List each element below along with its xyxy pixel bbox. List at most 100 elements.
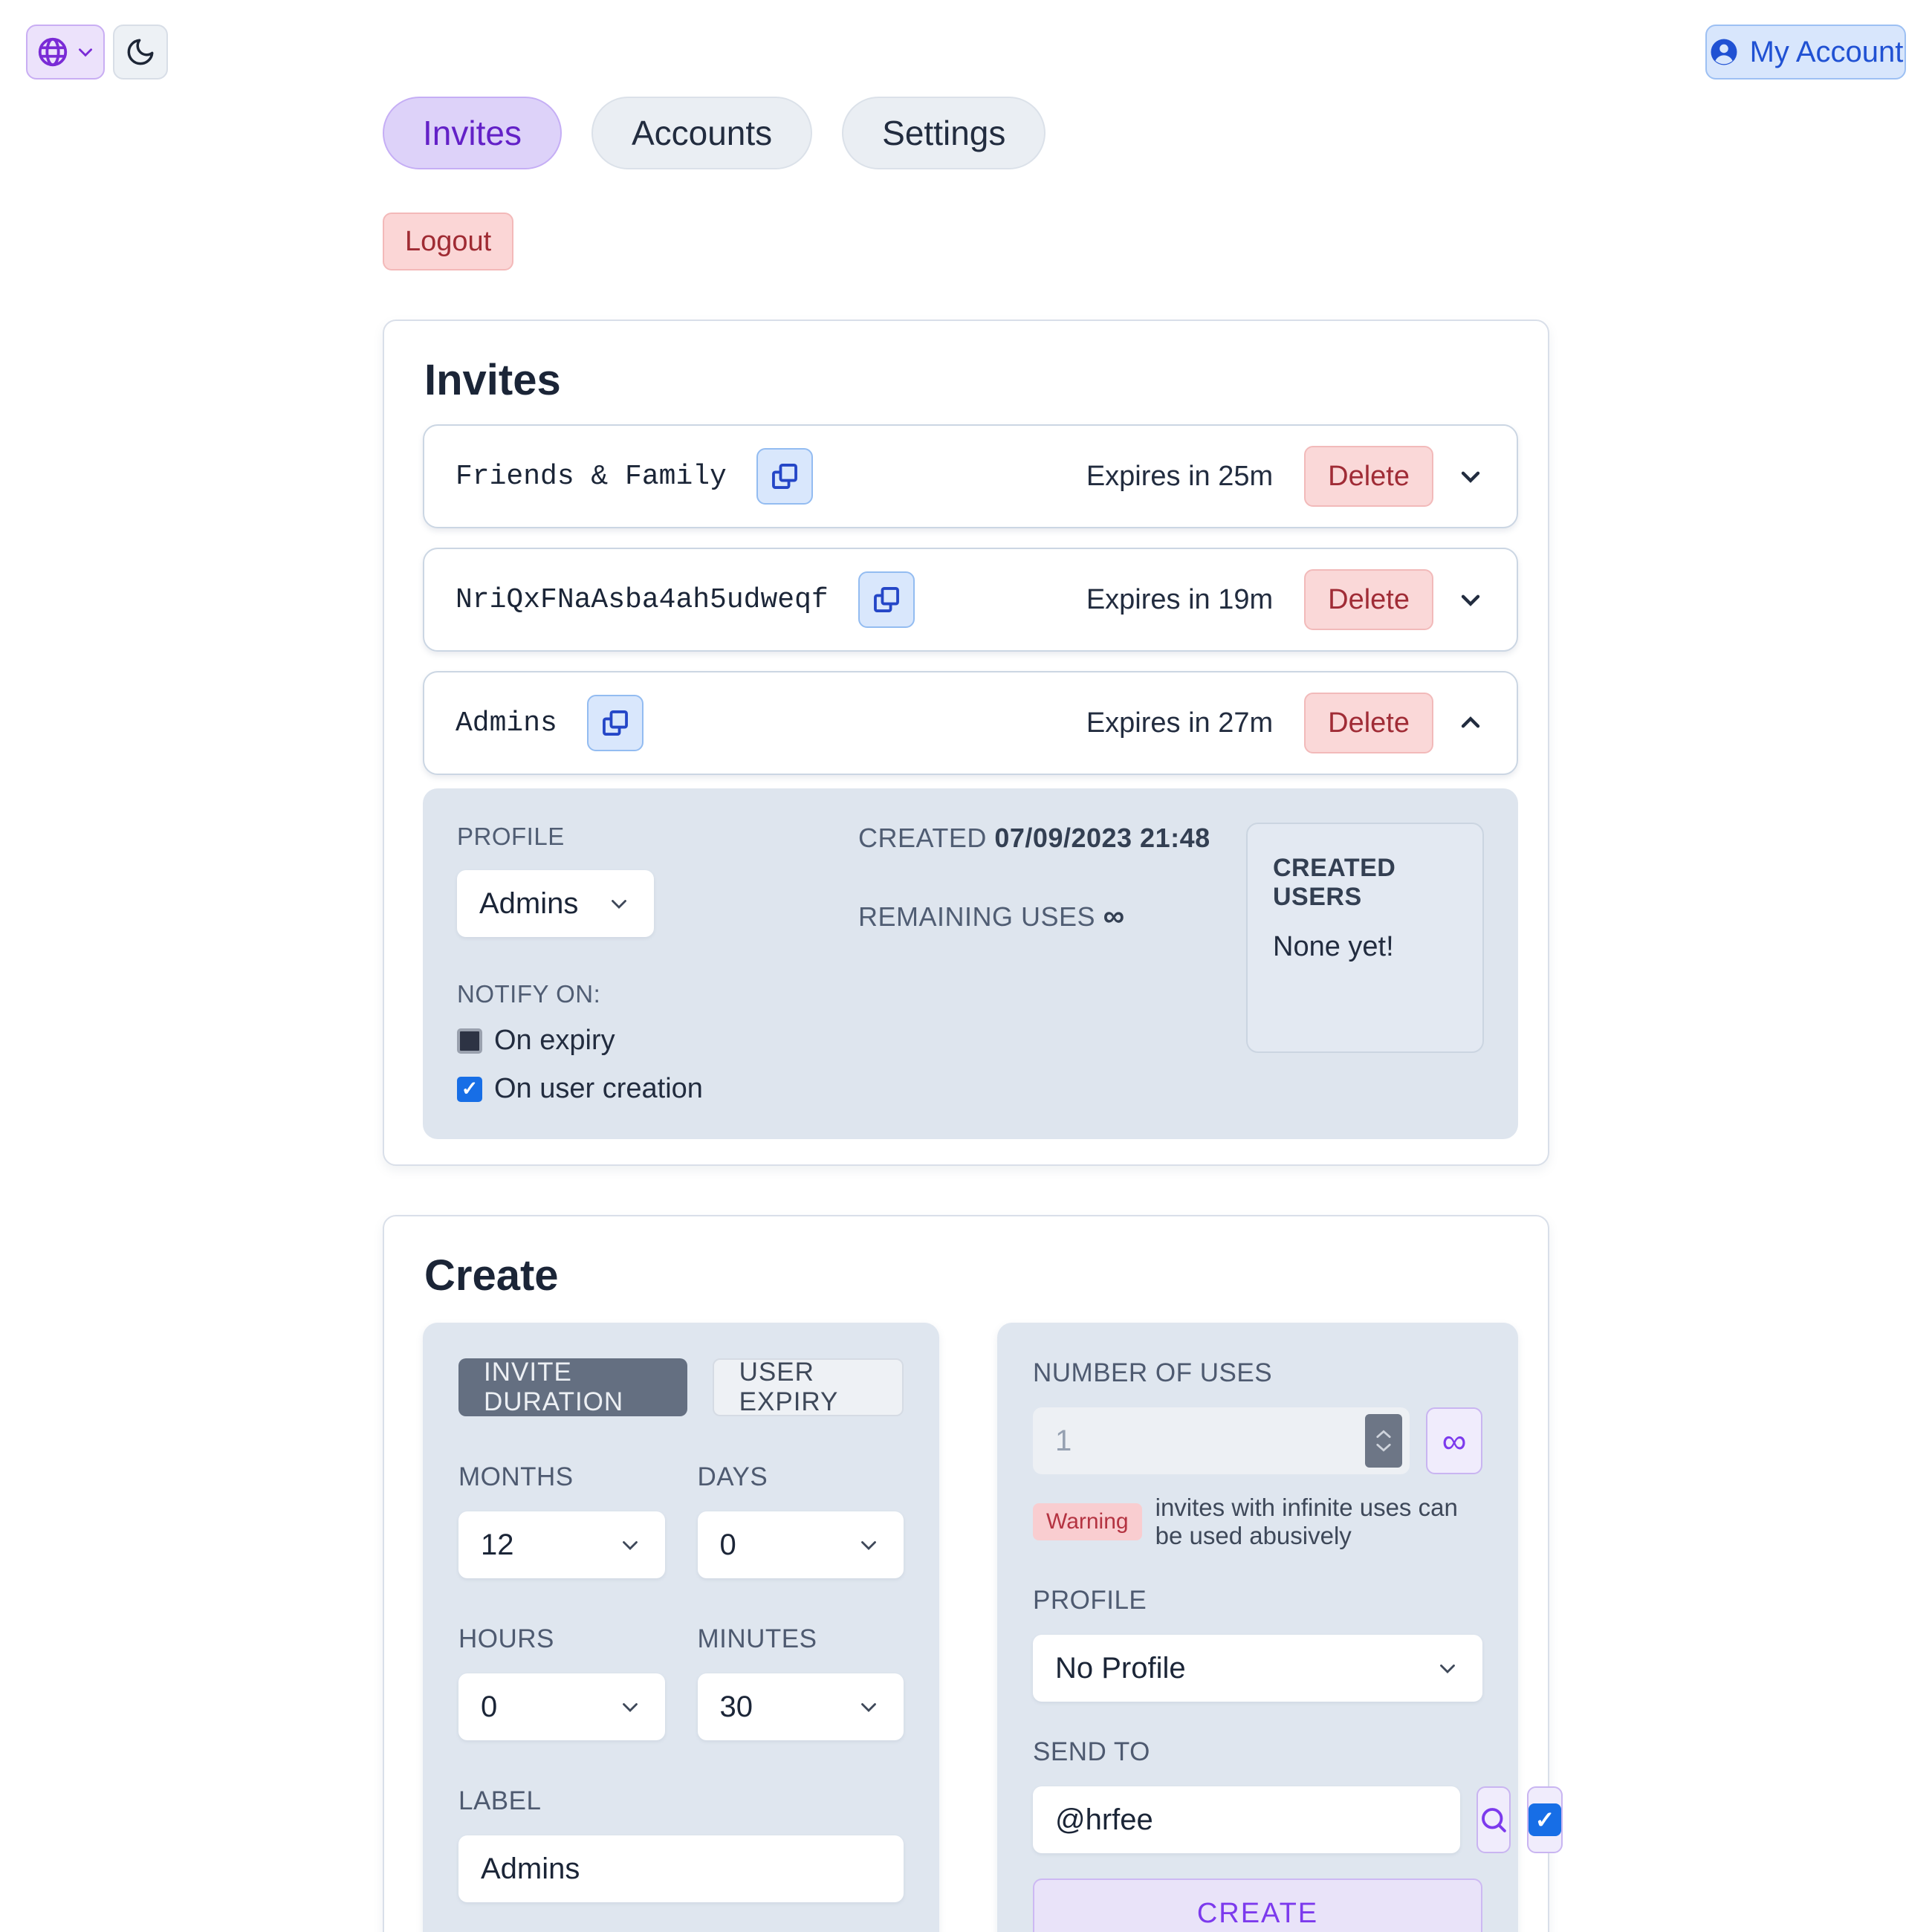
- search-user-button[interactable]: [1476, 1786, 1511, 1853]
- uses-input-wrap: [1033, 1407, 1410, 1474]
- created-users-box: CREATED USERS None yet!: [1246, 823, 1484, 1053]
- chevron-down-icon: [861, 1703, 876, 1712]
- uses-pane: NUMBER OF USES ∞: [997, 1323, 1563, 1932]
- invite-expiry: Expires in 25m: [1086, 460, 1274, 492]
- delete-invite-button[interactable]: Delete: [1304, 693, 1433, 753]
- detail-meta-column: CREATED 07/09/2023 21:48 REMAINING USES …: [858, 823, 1246, 1105]
- dark-mode-toggle[interactable]: [113, 25, 168, 80]
- chevron-down-icon: [612, 900, 626, 909]
- tab-invites[interactable]: Invites: [383, 97, 562, 169]
- on-expiry-checkbox[interactable]: [457, 1028, 482, 1054]
- invites-card: Invites Friends & Family Expires in 25m …: [383, 320, 1549, 1166]
- notify-option: ✓ On user creation: [457, 1073, 858, 1105]
- create-title: Create: [424, 1251, 559, 1300]
- invite-label: Friends & Family: [456, 460, 727, 493]
- uses-input[interactable]: [1033, 1407, 1410, 1474]
- created-line: CREATED 07/09/2023 21:48: [858, 823, 1210, 853]
- notify-on-label: NOTIFY ON:: [457, 980, 601, 1008]
- warning-line: Warning invites with infinite uses can b…: [1033, 1494, 1482, 1550]
- chevron-down-icon: [622, 1703, 638, 1712]
- invite-expiry: Expires in 27m: [1086, 707, 1274, 739]
- warning-text: invites with infinite uses can be used a…: [1155, 1494, 1458, 1549]
- days-select[interactable]: 0: [697, 1511, 904, 1578]
- profile-select[interactable]: Admins: [457, 870, 654, 937]
- search-icon: [1482, 1808, 1506, 1832]
- days-label: DAYS: [697, 1462, 768, 1491]
- minutes-label: MINUTES: [697, 1624, 817, 1653]
- send-to-label: SEND TO: [1033, 1737, 1150, 1766]
- invite-detail-panel: PROFILE Admins NOTIFY ON: On expiry ✓ On…: [423, 788, 1518, 1139]
- user-icon: [1708, 36, 1740, 68]
- my-account-button[interactable]: My Account: [1705, 25, 1906, 80]
- created-timestamp: 07/09/2023 21:48: [994, 823, 1210, 853]
- hours-minutes-row: HOURS 0 MINUTES 30: [458, 1578, 904, 1740]
- chevron-down-icon: [622, 1541, 638, 1550]
- invite-label: Admins: [456, 707, 557, 739]
- moon-icon: [125, 36, 156, 68]
- copy-icon: [771, 462, 799, 490]
- copy-invite-button[interactable]: [586, 695, 644, 751]
- hours-label: HOURS: [458, 1624, 554, 1653]
- copy-invite-button[interactable]: [756, 448, 813, 505]
- send-to-checkbox: ✓: [1529, 1803, 1561, 1836]
- chevron-down-icon: [1440, 1664, 1455, 1673]
- profile-label: PROFILE: [457, 823, 565, 850]
- infinity-icon: ∞: [1103, 900, 1125, 933]
- copy-icon: [601, 709, 629, 737]
- globe-icon: [36, 35, 70, 69]
- logout-button[interactable]: Logout: [383, 213, 514, 270]
- main-column: Invites Accounts Settings Logout Invites…: [383, 0, 1563, 1932]
- number-of-uses-label: NUMBER OF USES: [1033, 1358, 1273, 1387]
- chevron-down-icon: [76, 42, 95, 62]
- duration-pane: INVITE DURATION USER EXPIRY MONTHS 12: [423, 1323, 939, 1932]
- tab-settings[interactable]: Settings: [842, 97, 1046, 169]
- profile-label: PROFILE: [1033, 1586, 1147, 1615]
- chevron-down-icon: [861, 1541, 876, 1550]
- label-label: LABEL: [458, 1786, 542, 1815]
- invite-row: Friends & Family Expires in 25m Delete: [423, 424, 1518, 528]
- warning-badge: Warning: [1033, 1503, 1142, 1540]
- detail-profile-column: PROFILE Admins NOTIFY ON: On expiry ✓ On…: [457, 823, 858, 1105]
- copy-icon: [872, 586, 901, 614]
- tab-accounts[interactable]: Accounts: [591, 97, 813, 169]
- create-button[interactable]: CREATE: [1033, 1878, 1482, 1932]
- delete-invite-button[interactable]: Delete: [1304, 569, 1433, 630]
- user-expiry-toggle[interactable]: USER EXPIRY: [712, 1358, 904, 1416]
- created-users-value: None yet!: [1273, 931, 1394, 962]
- create-profile-select[interactable]: No Profile: [1033, 1635, 1482, 1702]
- delete-invite-button[interactable]: Delete: [1304, 446, 1433, 507]
- duration-toggle-row: INVITE DURATION USER EXPIRY: [458, 1358, 904, 1416]
- send-to-row: ✓: [1033, 1786, 1563, 1853]
- infinite-uses-button[interactable]: ∞: [1426, 1407, 1482, 1474]
- spinner-up-icon: [1376, 1430, 1391, 1439]
- language-button[interactable]: [26, 25, 105, 80]
- expand-invite-chevron[interactable]: [1456, 461, 1485, 491]
- hours-select[interactable]: 0: [458, 1673, 665, 1740]
- collapse-invite-chevron[interactable]: [1456, 708, 1485, 738]
- my-account-label: My Account: [1749, 35, 1904, 68]
- months-days-row: MONTHS 12 DAYS 0: [458, 1416, 904, 1578]
- created-users-title: CREATED USERS: [1273, 854, 1396, 911]
- expand-invite-chevron[interactable]: [1456, 585, 1485, 615]
- tab-bar: Invites Accounts Settings: [383, 97, 1549, 169]
- on-user-creation-checkbox[interactable]: ✓: [457, 1076, 482, 1102]
- spinner-down-icon: [1376, 1443, 1391, 1452]
- uses-row: ∞: [1033, 1407, 1482, 1474]
- send-to-input[interactable]: [1033, 1786, 1460, 1853]
- months-select[interactable]: 12: [458, 1511, 665, 1578]
- invites-title: Invites: [424, 356, 561, 404]
- invite-duration-toggle[interactable]: INVITE DURATION: [458, 1358, 687, 1416]
- invite-label: NriQxFNaAsba4ah5udweqf: [456, 583, 829, 616]
- months-label: MONTHS: [458, 1462, 574, 1491]
- invite-row: Admins Expires in 27m Delete: [423, 671, 1518, 775]
- copy-invite-button[interactable]: [858, 571, 915, 628]
- label-input[interactable]: [458, 1835, 904, 1902]
- infinity-icon: ∞: [1442, 1422, 1467, 1460]
- create-panes: INVITE DURATION USER EXPIRY MONTHS 12: [423, 1323, 1563, 1932]
- minutes-select[interactable]: 30: [697, 1673, 904, 1740]
- number-spinner[interactable]: [1365, 1414, 1402, 1468]
- notify-option: On expiry: [457, 1025, 858, 1057]
- send-to-enabled-toggle[interactable]: ✓: [1527, 1786, 1563, 1853]
- invite-row: NriQxFNaAsba4ah5udweqf Expires in 19m De…: [423, 548, 1518, 652]
